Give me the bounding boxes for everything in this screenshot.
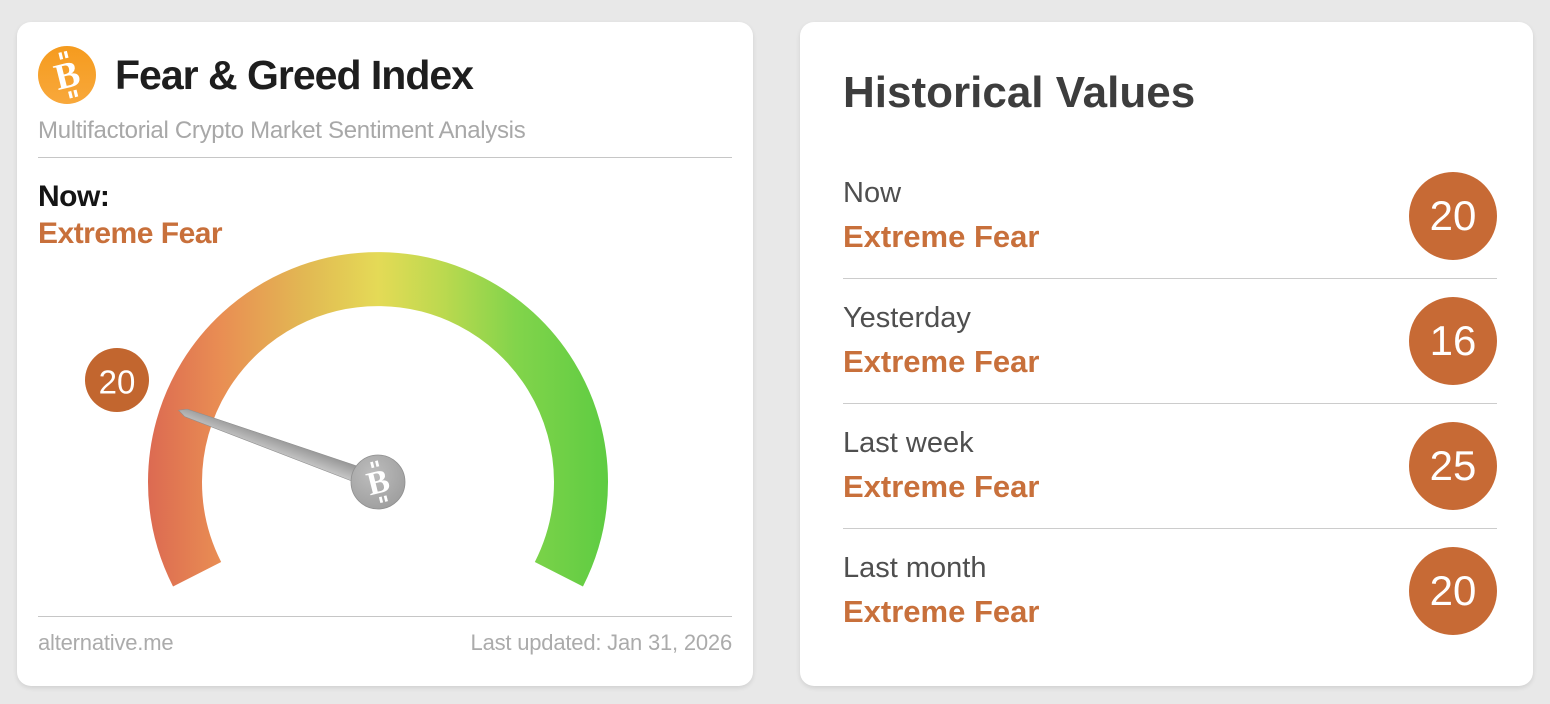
divider (38, 157, 732, 158)
last-updated-text: Last updated: Jan 31, 2026 (470, 630, 733, 655)
now-sentiment-value: Extreme Fear (38, 217, 223, 250)
row-period-label: Last month (843, 552, 987, 584)
fear-greed-card: B Fear & Greed Index Multifactorial Cryp… (17, 22, 753, 686)
fear-greed-gauge: B 20 (85, 252, 608, 587)
gauge-needle-rotor (177, 408, 382, 491)
gauge-arc (148, 252, 608, 587)
row-value-badge: 20 (1409, 547, 1497, 635)
row-sentiment: Extreme Fear (843, 594, 1040, 629)
gauge-needle (177, 408, 382, 491)
historical-values-card: Historical Values Now Extreme Fear 20 Ye… (800, 22, 1533, 686)
historical-row-last-week: Last week Extreme Fear 25 (843, 403, 1497, 528)
historical-row-yesterday: Yesterday Extreme Fear 16 (843, 278, 1497, 403)
subtitle: Multifactorial Crypto Market Sentiment A… (38, 117, 526, 144)
page-title: Fear & Greed Index (115, 51, 474, 98)
historical-row-last-month: Last month Extreme Fear 20 (843, 528, 1497, 653)
source-link[interactable]: alternative.me (38, 630, 174, 655)
historical-values-title: Historical Values (843, 68, 1196, 117)
fear-greed-header: B Fear & Greed Index (38, 46, 732, 104)
row-sentiment: Extreme Fear (843, 344, 1040, 379)
gauge-value-label: 20 (99, 364, 136, 401)
row-sentiment: Extreme Fear (843, 469, 1040, 504)
fear-greed-footer: alternative.me Last updated: Jan 31, 202… (38, 630, 732, 656)
row-value-badge: 16 (1409, 297, 1497, 385)
row-sentiment: Extreme Fear (843, 219, 1040, 254)
historical-rows: Now Extreme Fear 20 Yesterday Extreme Fe… (843, 154, 1497, 653)
current-sentiment-block: Now: Extreme Fear (38, 178, 732, 252)
now-label: Now: (38, 180, 110, 213)
row-value-badge: 20 (1409, 172, 1497, 260)
gauge-value-badge: 20 (85, 348, 149, 412)
bitcoin-logo-icon: B (38, 46, 96, 104)
gauge-hub-bitcoin-icon: B (350, 454, 406, 510)
divider (38, 616, 732, 617)
row-period-label: Yesterday (843, 302, 971, 334)
historical-row-now: Now Extreme Fear 20 (843, 154, 1497, 278)
row-period-label: Last week (843, 427, 974, 459)
row-period-label: Now (843, 177, 902, 209)
row-value-badge: 25 (1409, 422, 1497, 510)
